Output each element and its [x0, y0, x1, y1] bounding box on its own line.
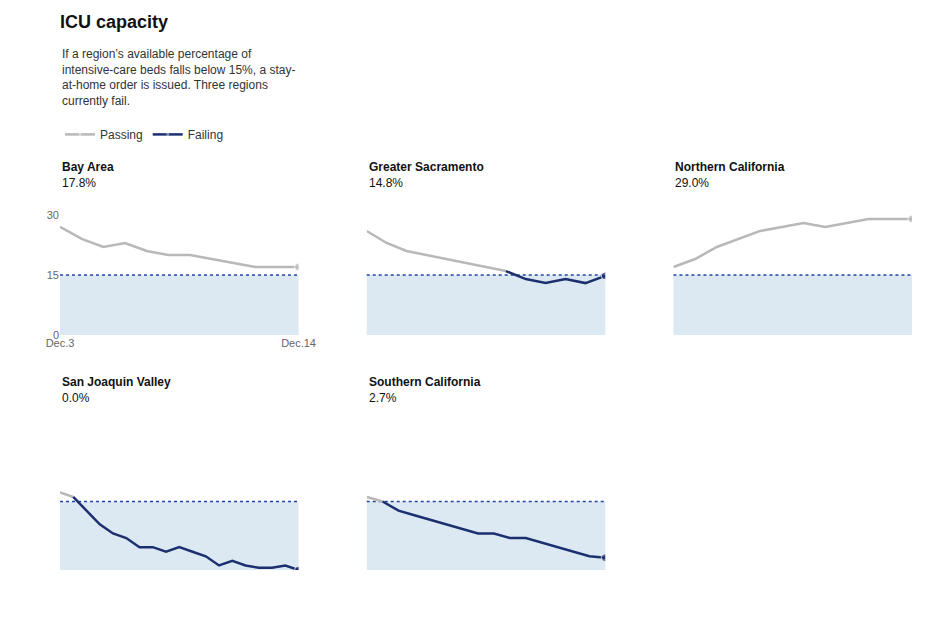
- svg-text:29.0%: 29.0%: [675, 176, 709, 190]
- svg-text:0: 0: [53, 329, 59, 341]
- svg-text:Failing: Failing: [188, 128, 223, 142]
- svg-text:14.8%: 14.8%: [369, 176, 403, 190]
- svg-text:Passing: Passing: [100, 128, 143, 142]
- svg-text:Bay Area: Bay Area: [62, 160, 114, 174]
- svg-text:ICU capacity: ICU capacity: [60, 12, 168, 32]
- svg-text:Dec.3: Dec.3: [46, 337, 75, 349]
- svg-text:15: 15: [47, 269, 59, 281]
- svg-text:Northern California: Northern California: [675, 160, 785, 174]
- svg-text:30: 30: [47, 209, 59, 221]
- svg-text:17.8%: 17.8%: [62, 176, 96, 190]
- svg-text:Greater Sacramento: Greater Sacramento: [369, 160, 484, 174]
- svg-text:If a region’s available percen: If a region’s available percentage ofint…: [62, 47, 295, 108]
- svg-text:2.7%: 2.7%: [369, 391, 397, 405]
- svg-text:Dec.14: Dec.14: [281, 337, 316, 349]
- svg-text:0.0%: 0.0%: [62, 391, 90, 405]
- svg-text:Southern California: Southern California: [369, 375, 481, 389]
- svg-text:San Joaquin Valley: San Joaquin Valley: [62, 375, 171, 389]
